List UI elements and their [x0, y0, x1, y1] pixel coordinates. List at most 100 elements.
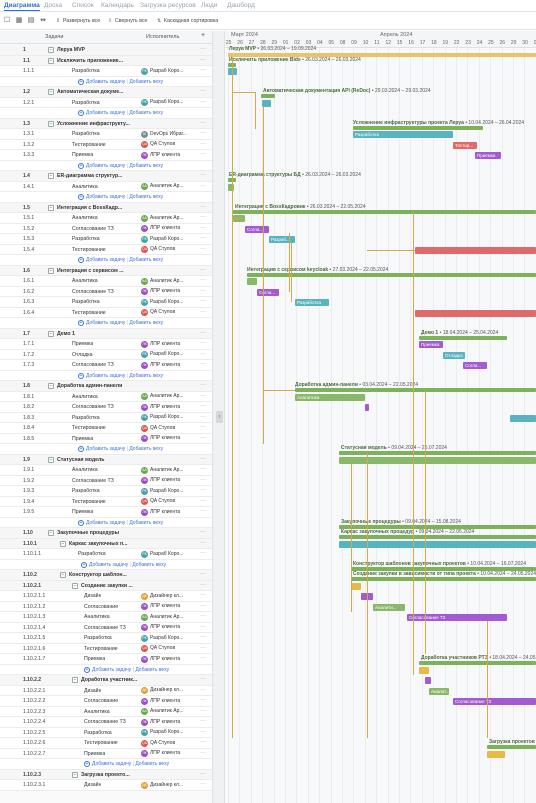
- task-name[interactable]: Согласование ТЗ: [72, 225, 114, 232]
- task-bar[interactable]: Согла...: [463, 362, 487, 369]
- task-row[interactable]: 1.8.1 Аналитика АА Аналитик Ар... ···: [0, 391, 212, 402]
- more-actions-icon[interactable]: ···: [200, 298, 206, 304]
- more-actions-icon[interactable]: ···: [200, 602, 206, 609]
- summary-bar[interactable]: [353, 125, 483, 130]
- summary-task-row[interactable]: 1.6 − Интеграция с сервисом ... ···: [0, 265, 212, 276]
- task-bar[interactable]: Приемка: [475, 152, 501, 159]
- more-actions-icon[interactable]: ···: [200, 676, 206, 682]
- task-row[interactable]: 1.1.1 Разработка РК Разраб Коро... ···: [0, 66, 212, 77]
- add-task-link[interactable]: + Добавить задачу | Добавить веху: [84, 761, 169, 767]
- task-row[interactable]: 1.10.2.2.6 Тестирование QA QA Стулов ···: [0, 738, 212, 749]
- assignee[interactable]: ЛК ЛПР клиента: [141, 697, 180, 705]
- more-actions-icon[interactable]: ···: [200, 203, 206, 210]
- add-task-link[interactable]: + Добавить задачу | Добавить веху: [78, 446, 163, 452]
- task-row[interactable]: 1.9.3 Разработка РК Разраб Коро... ···: [0, 486, 212, 497]
- more-actions-icon[interactable]: ···: [200, 224, 206, 231]
- task-name[interactable]: Приемка: [72, 152, 94, 158]
- task-row[interactable]: 1.3.3 Приемка ЛК ЛПР клиента ···: [0, 150, 212, 161]
- summary-bar[interactable]: [339, 535, 536, 539]
- task-row[interactable]: 1.10.2.1.7 Приемка ЛК ЛПР клиента ···: [0, 654, 212, 665]
- more-actions-icon[interactable]: ···: [200, 382, 206, 388]
- task-bar[interactable]: Тестир...: [453, 141, 477, 149]
- assignee[interactable]: QA QA Стулов: [141, 739, 175, 747]
- task-row[interactable]: 1.10.2.3.1 Дизайн ДК Дизайнер кл... ···: [0, 780, 212, 791]
- tab-diagram[interactable]: Диаграмма: [4, 2, 40, 11]
- summary-task-row[interactable]: 1.10.2.3 − Загрузка проекто... ···: [0, 769, 212, 780]
- more-actions-icon[interactable]: ···: [200, 392, 206, 399]
- summary-task-row[interactable]: 1.10 − Закупочные процедуры ···: [0, 528, 212, 539]
- task-row[interactable]: 1.5.1 Аналитика АА Аналитик Ар... ···: [0, 213, 212, 224]
- task-row[interactable]: 1.6.3 Разработка РК Разраб Коро... ···: [0, 297, 212, 308]
- assignee[interactable]: АА Аналитик Ар...: [141, 214, 184, 222]
- more-actions-icon[interactable]: ···: [200, 728, 206, 735]
- summary-task-row[interactable]: 1.3 − Усложнение инфраструкту... ···: [0, 118, 212, 129]
- task-bar[interactable]: Согла...: [257, 288, 279, 296]
- assignee[interactable]: DI DevOps Ибраг...: [141, 130, 187, 138]
- more-actions-icon[interactable]: ···: [200, 98, 206, 105]
- add-milestone-link[interactable]: Добавить веху: [129, 372, 164, 379]
- task-bar[interactable]: Разраб...: [269, 236, 295, 243]
- summary-task-row[interactable]: 1 − Леруа MVP ···: [0, 45, 212, 56]
- task-name[interactable]: Разработка: [72, 236, 100, 242]
- task-bar[interactable]: Аналитика: [295, 393, 365, 401]
- task-bar[interactable]: [425, 677, 431, 684]
- task-bar[interactable]: [487, 750, 505, 758]
- more-actions-icon[interactable]: ···: [200, 718, 206, 724]
- summary-task-row[interactable]: 1.10.2.1 − Создание закупки ... ···: [0, 580, 212, 591]
- task-name[interactable]: Аналитика: [72, 183, 98, 190]
- more-actions-icon[interactable]: ···: [200, 140, 206, 147]
- assignee[interactable]: ЛК ЛПР клиента: [141, 750, 180, 757]
- tab-people[interactable]: Люди: [201, 2, 218, 9]
- task-row[interactable]: 1.10.2.1.1 Дизайн ДК Дизайнер кл... ···: [0, 591, 212, 602]
- collapse-toggle-icon[interactable]: −: [48, 47, 54, 53]
- summary-bar[interactable]: [419, 335, 507, 340]
- assignee[interactable]: QA QA Стулов: [141, 424, 175, 432]
- assignee[interactable]: ЛК ЛПР клиента: [141, 403, 180, 411]
- more-actions-icon[interactable]: ···: [200, 403, 206, 409]
- assignee[interactable]: РК Разраб Коро...: [141, 298, 183, 306]
- add-milestone-link[interactable]: Добавить веху: [129, 320, 164, 326]
- summary-bar[interactable]: [233, 209, 536, 214]
- more-actions-icon[interactable]: ···: [200, 308, 206, 315]
- add-milestone-link[interactable]: Добавить веху: [135, 666, 170, 673]
- assignee[interactable]: РК Разраб Коро...: [141, 729, 183, 736]
- summary-bar[interactable]: [295, 388, 536, 392]
- assignee[interactable]: ДК Дизайнер кл...: [141, 687, 183, 694]
- task-row[interactable]: 1.5.2 Согласование ТЗ ЛК ЛПР клиента ···: [0, 223, 212, 234]
- task-name[interactable]: Тестирование: [72, 246, 106, 253]
- assignee[interactable]: ЛК ЛПР клиента: [141, 151, 180, 159]
- task-name[interactable]: Тестирование: [72, 309, 106, 316]
- summary-bar[interactable]: [339, 524, 536, 529]
- task-bar[interactable]: Согласование ТЗ: [453, 698, 536, 705]
- assignee[interactable]: ЛК ЛПР клиента: [141, 225, 180, 232]
- task-row[interactable]: 1.7.3 Согласование ТЗ ЛК ЛПР клиента ···: [0, 360, 212, 371]
- task-name[interactable]: Разработка: [72, 414, 100, 421]
- collapse-toggle-icon[interactable]: −: [48, 330, 54, 337]
- collapse-toggle-icon[interactable]: −: [48, 383, 54, 389]
- task-bar[interactable]: [228, 183, 234, 191]
- collapse-toggle-icon[interactable]: −: [60, 572, 66, 578]
- task-bar[interactable]: Разработка: [353, 131, 453, 138]
- task-row[interactable]: 1.6.4 Тестирование QA QA Стулов ···: [0, 307, 212, 318]
- task-name[interactable]: Разработка: [72, 131, 100, 137]
- more-actions-icon[interactable]: ···: [200, 434, 206, 441]
- task-name[interactable]: Аналитика: [72, 278, 98, 284]
- assignee[interactable]: ЛК ЛПР клиента: [141, 508, 180, 516]
- task-name[interactable]: Разработка: [72, 299, 100, 305]
- assignee[interactable]: АА Аналитик Ар...: [141, 277, 184, 285]
- more-actions-icon[interactable]: ···: [200, 476, 206, 483]
- task-row[interactable]: 1.10.2.2.4 Согласование ТЗ ЛК ЛПР клиента ··…: [0, 717, 212, 728]
- summary-bar[interactable]: [351, 566, 536, 571]
- task-name[interactable]: Согласование ТЗ: [72, 362, 114, 368]
- calendar-icon[interactable]: ▦: [15, 17, 23, 24]
- task-name[interactable]: Дизайн: [84, 782, 102, 788]
- add-task-link[interactable]: + Добавить задачу | Добавить веху: [81, 561, 166, 568]
- collapse-toggle-icon[interactable]: −: [48, 89, 54, 95]
- assignee[interactable]: РК Разраб Коро...: [141, 487, 183, 495]
- summary-task-row[interactable]: 1.8 − Доработка админ-панели ···: [0, 381, 212, 392]
- add-task-link[interactable]: + Добавить задачу | Добавить веху: [78, 257, 163, 263]
- collapse-toggle-icon[interactable]: −: [48, 267, 54, 274]
- more-actions-icon[interactable]: ···: [200, 56, 206, 63]
- assignee[interactable]: РК Разраб Коро...: [141, 550, 183, 558]
- task-row[interactable]: 1.10.2.2.2 Согласование ЛК ЛПР клиента ···: [0, 696, 212, 707]
